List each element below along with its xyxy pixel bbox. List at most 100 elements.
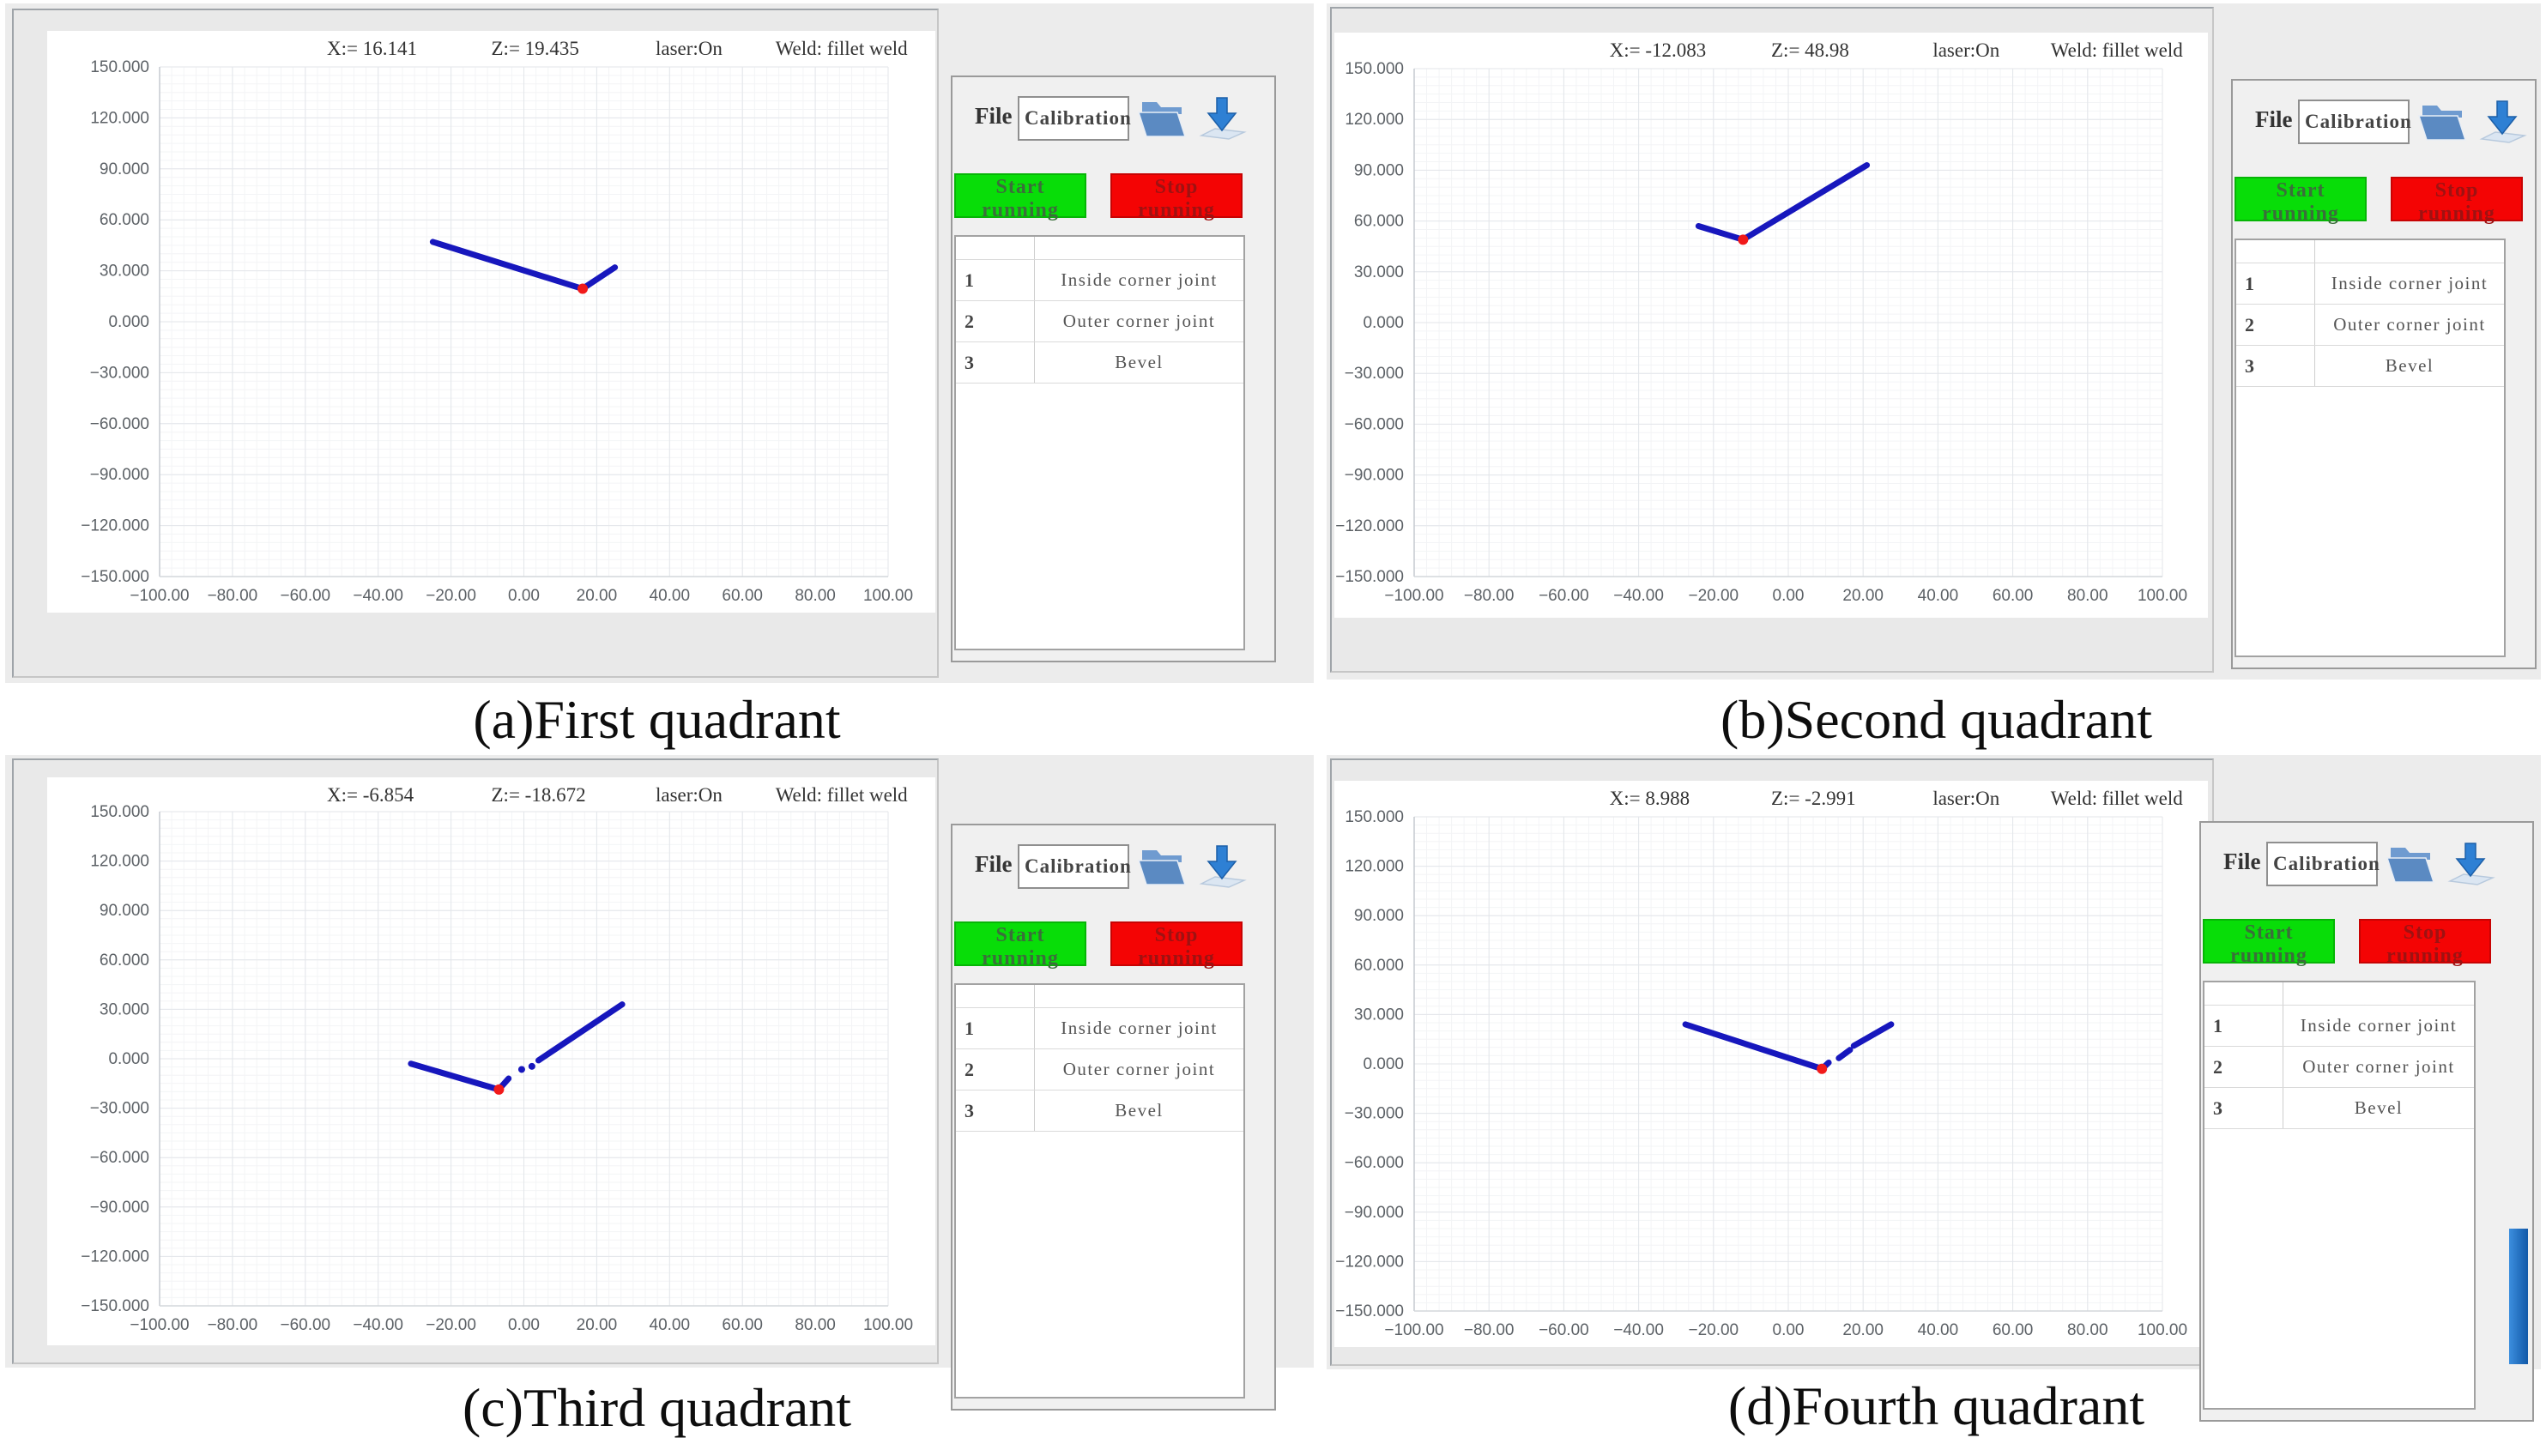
open-folder-icon[interactable] [2416,98,2468,144]
joint-type-table: 1 Inside corner joint 2 Outer corner joi… [954,235,1245,650]
svg-text:−120.000: −120.000 [81,1248,149,1266]
file-menu[interactable]: File [975,851,1013,877]
svg-text:−40.00: −40.00 [1613,587,1664,605]
open-folder-icon[interactable] [2385,840,2436,886]
table-row-inside-corner-joint[interactable]: 1 Inside corner joint [2204,1006,2474,1047]
control-sidebar-b: File Calibration Start running Stop runn… [2231,79,2537,669]
table-row-outer-corner-joint[interactable]: 2 Outer corner joint [956,1049,1243,1090]
svg-text:150.000: 150.000 [90,58,149,76]
file-menu[interactable]: File [975,103,1013,129]
svg-text:40.00: 40.00 [1918,587,1959,605]
start-running-button[interactable]: Start running [954,173,1086,221]
download-icon[interactable] [2443,838,2498,888]
status-x-readout: X:= 16.141 [327,38,417,59]
svg-text:−100.00: −100.00 [1384,587,1443,605]
svg-text:30.000: 30.000 [100,263,149,281]
svg-text:60.00: 60.00 [722,587,763,605]
svg-text:80.00: 80.00 [2067,587,2108,605]
table-row-outer-corner-joint[interactable]: 2 Outer corner joint [2204,1047,2474,1088]
stop-running-button[interactable]: Stop running [1110,921,1243,970]
laser-profile-plot-a: 150.000 120.000 90.000 60.000 30.000 0.000 −30… [81,58,913,605]
start-running-button[interactable]: Start running [954,921,1086,970]
svg-text:150.000: 150.000 [1345,808,1404,826]
table-row-bevel[interactable]: 3 Bevel [956,342,1243,384]
svg-text:20.00: 20.00 [1842,587,1884,605]
svg-text:30.000: 30.000 [1354,1006,1404,1024]
table-row-outer-corner-joint[interactable]: 2 Outer corner joint [2236,305,2504,346]
table-row-bevel[interactable]: 3 Bevel [956,1090,1243,1132]
chart-surface-c: 150.000 120.000 90.000 60.000 30.000 0.000 −30… [47,777,935,1345]
file-menu[interactable]: File [2255,106,2293,132]
svg-text:40.00: 40.00 [650,587,691,605]
svg-text:60.000: 60.000 [100,952,149,970]
svg-text:−90.000: −90.000 [90,466,149,484]
table-row-bevel[interactable]: 3 Bevel [2236,346,2504,387]
svg-text:0.00: 0.00 [508,587,540,605]
status-z-readout: Z:= -18.672 [491,784,586,806]
svg-text:0.000: 0.000 [1363,314,1404,332]
svg-text:−20.00: −20.00 [1688,587,1739,605]
status-z-readout: Z:= 19.435 [491,38,579,59]
svg-text:−150.000: −150.000 [1335,1302,1404,1320]
svg-text:−60.00: −60.00 [1539,1321,1589,1339]
calibration-button[interactable]: Calibration [1018,844,1131,889]
caption-first-quadrant: (a)First quadrant [473,689,841,750]
svg-text:80.00: 80.00 [795,1316,836,1334]
stop-running-button[interactable]: Stop running [2359,919,2491,967]
svg-text:90.000: 90.000 [100,160,149,178]
svg-text:60.000: 60.000 [1354,957,1404,975]
svg-text:−60.00: −60.00 [280,587,330,605]
svg-text:−60.000: −60.000 [1345,1154,1404,1172]
svg-text:−60.00: −60.00 [280,1316,330,1334]
chart-surface-d: 150.000 120.000 90.000 60.000 30.000 0.000 −30… [1334,781,2208,1347]
svg-text:120.000: 120.000 [90,109,149,127]
table-row-inside-corner-joint[interactable]: 1 Inside corner joint [956,260,1243,301]
stop-running-button[interactable]: Stop running [2391,177,2523,225]
svg-text:60.000: 60.000 [1354,213,1404,231]
file-menu[interactable]: File [2223,849,2261,874]
svg-text:120.000: 120.000 [90,853,149,871]
table-row-inside-corner-joint[interactable]: 1 Inside corner joint [2236,263,2504,305]
svg-text:−80.00: −80.00 [1464,587,1515,605]
calibration-button[interactable]: Calibration [2266,842,2380,886]
svg-text:−120.000: −120.000 [1335,1253,1404,1271]
control-sidebar-d: File Calibration Start running Stop runn… [2199,821,2534,1422]
table-header-row [2236,240,2504,263]
calibration-button[interactable]: Calibration [1018,96,1131,141]
open-folder-icon[interactable] [1136,94,1188,141]
status-laser: laser:On [1932,788,2000,809]
open-folder-icon[interactable] [1136,843,1188,889]
status-weld-type: Weld: fillet weld [2050,788,2183,809]
laser-profile-plot-c: 150.000 120.000 90.000 60.000 30.000 0.000 −30… [81,803,913,1334]
svg-text:−90.000: −90.000 [90,1199,149,1217]
svg-text:−30.000: −30.000 [90,1100,149,1118]
status-weld-type: Weld: fillet weld [775,784,908,806]
stop-running-button[interactable]: Stop running [1110,173,1243,221]
svg-text:−90.000: −90.000 [1345,467,1404,485]
svg-text:60.00: 60.00 [1993,587,2034,605]
start-running-button[interactable]: Start running [2235,177,2367,225]
svg-text:−20.00: −20.00 [426,587,476,605]
table-row-outer-corner-joint[interactable]: 2 Outer corner joint [956,301,1243,342]
download-icon[interactable] [2475,96,2530,146]
svg-text:−40.00: −40.00 [353,587,403,605]
table-row-bevel[interactable]: 3 Bevel [2204,1088,2474,1129]
vertical-scrollbar[interactable] [2509,1229,2528,1364]
joint-type-table: 1 Inside corner joint 2 Outer corner joi… [2203,981,2476,1410]
svg-text:20.00: 20.00 [577,1316,618,1334]
download-icon[interactable] [1194,841,1249,891]
table-row-inside-corner-joint[interactable]: 1 Inside corner joint [956,1008,1243,1049]
status-laser: laser:On [655,38,723,59]
svg-text:60.000: 60.000 [100,211,149,229]
joint-type-table: 1 Inside corner joint 2 Outer corner joi… [954,983,1245,1399]
svg-text:−150.000: −150.000 [81,568,149,586]
svg-text:100.00: 100.00 [863,1316,913,1334]
status-x-readout: X:= -12.083 [1609,39,1707,61]
start-running-button[interactable]: Start running [2203,919,2335,967]
svg-text:60.00: 60.00 [722,1316,763,1334]
status-z-readout: Z:= 48.98 [1771,39,1849,61]
status-z-readout: Z:= -2.991 [1771,788,1856,809]
calibration-button[interactable]: Calibration [2298,100,2411,144]
svg-text:−40.00: −40.00 [353,1316,403,1334]
download-icon[interactable] [1194,93,1249,142]
